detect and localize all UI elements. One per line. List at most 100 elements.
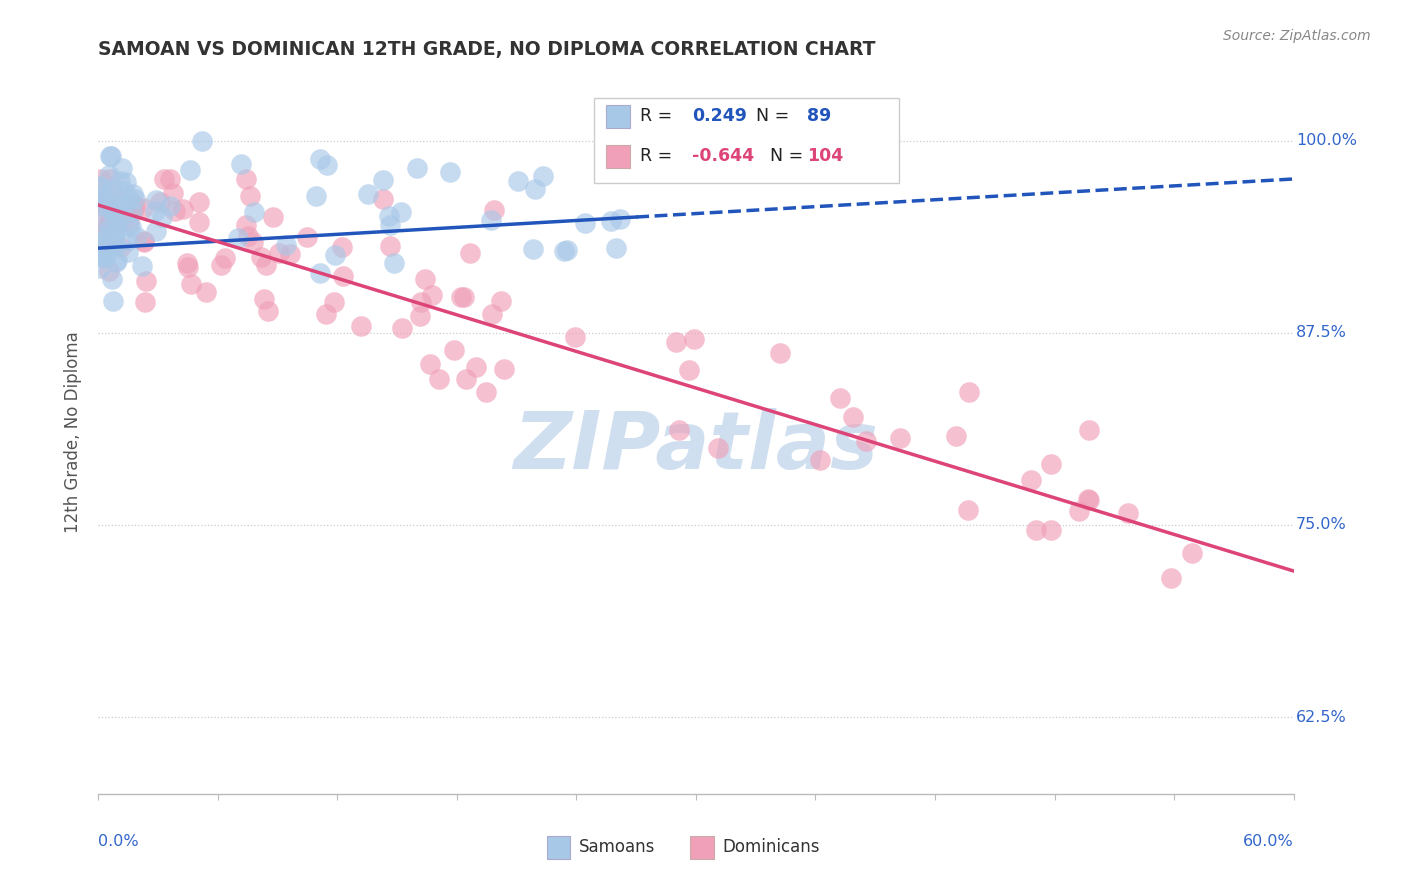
Point — [89, 178, 111, 193]
Point — [105, 220, 128, 235]
Point — [104, 213, 127, 227]
Point — [101, 294, 124, 309]
Point — [229, 157, 252, 171]
Point — [163, 204, 186, 219]
Point — [707, 441, 730, 455]
Point — [769, 346, 792, 360]
Text: R =: R = — [640, 147, 672, 165]
Point — [315, 157, 337, 171]
Point — [132, 235, 155, 249]
Point — [460, 246, 482, 260]
Point — [523, 182, 546, 196]
Point — [101, 206, 124, 220]
Point — [828, 392, 851, 406]
Point — [439, 165, 461, 179]
Point — [332, 269, 354, 284]
Text: 60.0%: 60.0% — [1243, 834, 1294, 848]
Point — [810, 453, 832, 467]
Point — [90, 202, 112, 216]
Point — [115, 234, 138, 248]
Point — [349, 318, 371, 333]
Point — [98, 149, 121, 163]
Point — [409, 309, 432, 323]
Point — [553, 244, 575, 259]
Point — [112, 184, 135, 198]
Point — [145, 193, 167, 207]
Point — [94, 219, 117, 233]
Point — [90, 172, 112, 186]
Point — [132, 201, 155, 215]
Point — [114, 197, 136, 211]
Point — [98, 216, 121, 230]
Point — [678, 362, 700, 376]
Point — [153, 172, 176, 186]
Point — [262, 211, 284, 225]
Point — [373, 172, 395, 186]
Point — [1116, 506, 1139, 520]
Point — [235, 219, 257, 233]
Point — [209, 258, 232, 272]
Point — [98, 222, 121, 236]
Point — [104, 206, 127, 220]
FancyBboxPatch shape — [595, 98, 900, 184]
Point — [110, 174, 132, 188]
Point — [114, 176, 136, 190]
Point — [179, 162, 201, 177]
Point — [254, 258, 277, 272]
Point — [1077, 491, 1099, 506]
Point — [131, 259, 153, 273]
Point — [118, 192, 141, 206]
Point — [118, 214, 141, 228]
Text: Samoans: Samoans — [579, 838, 655, 856]
Point — [682, 332, 704, 346]
Point — [378, 209, 401, 223]
Point — [111, 215, 134, 229]
Point — [89, 198, 111, 212]
Point — [105, 221, 128, 235]
Point — [380, 218, 402, 232]
Text: N =: N = — [770, 147, 803, 165]
Bar — [606, 145, 630, 168]
Point — [98, 235, 121, 249]
Point — [384, 256, 406, 270]
Point — [152, 210, 174, 224]
Point — [124, 198, 146, 212]
Point — [574, 216, 596, 230]
Text: 104: 104 — [807, 147, 844, 165]
Point — [889, 431, 911, 445]
Point — [391, 321, 413, 335]
Text: Dominicans: Dominicans — [723, 838, 820, 856]
Point — [278, 247, 301, 261]
Point — [162, 186, 184, 201]
Point — [97, 264, 120, 278]
Text: 75.0%: 75.0% — [1296, 517, 1347, 533]
Point — [187, 215, 209, 229]
Point — [105, 254, 128, 268]
Point — [100, 203, 122, 218]
Point — [180, 277, 202, 291]
Point — [555, 243, 578, 257]
Point — [406, 161, 429, 175]
Point — [89, 194, 111, 209]
Text: 0.0%: 0.0% — [98, 834, 139, 848]
Point — [176, 256, 198, 270]
Point — [159, 172, 181, 186]
Point — [194, 285, 217, 299]
Point — [506, 174, 529, 188]
Point — [250, 250, 273, 264]
Text: 0.249: 0.249 — [692, 107, 747, 126]
Text: 89: 89 — [807, 107, 831, 126]
Point — [1069, 504, 1091, 518]
Point — [267, 246, 290, 260]
Point — [668, 424, 690, 438]
Point — [357, 186, 380, 201]
Point — [100, 182, 122, 196]
Point — [127, 230, 149, 244]
Point — [1019, 473, 1042, 487]
Point — [531, 169, 554, 183]
Point — [419, 357, 441, 371]
Text: 87.5%: 87.5% — [1296, 326, 1347, 340]
Point — [427, 372, 450, 386]
Point — [101, 226, 124, 240]
Point — [308, 266, 330, 280]
